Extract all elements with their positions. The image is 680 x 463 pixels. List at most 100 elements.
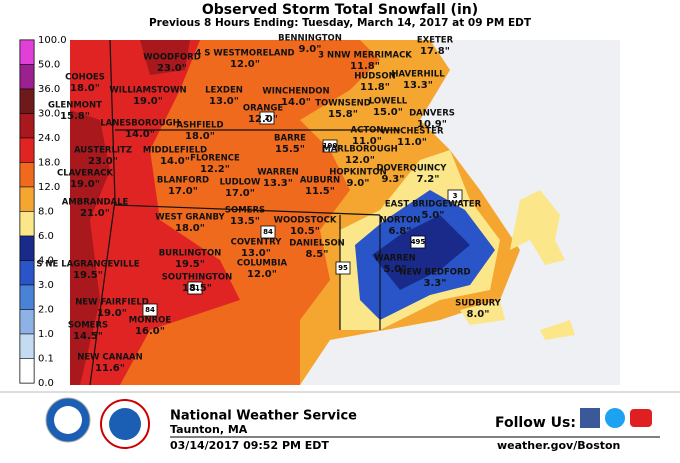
station-value: 14.5" — [73, 331, 103, 342]
lowest-snow-zone — [372, 215, 470, 290]
station-value: 15.8" — [60, 111, 90, 122]
station-name: FLORENCE — [190, 154, 240, 164]
station-name: ACTON — [351, 126, 384, 136]
legend-label: 12.0 — [38, 182, 60, 193]
station-name: MIDDLEFIELD — [143, 146, 207, 156]
legend-label: 2.0 — [38, 305, 54, 316]
station-name: COHOES — [65, 73, 105, 83]
follow-us: Follow Us: — [495, 415, 576, 431]
station-name: NEW FAIRFIELD — [75, 298, 149, 308]
station-name: COVENTRY — [231, 238, 283, 248]
station-value: 11.0" — [352, 136, 382, 147]
legend-label: 4.0 — [38, 256, 54, 267]
station-name: HAVERHILL — [391, 70, 445, 80]
station-value: 9.0" — [299, 44, 322, 55]
route-number: 84 — [145, 306, 155, 314]
station-name: TOWNSEND — [315, 99, 371, 109]
route-number: 3 — [453, 192, 458, 200]
noaa-logo-inner — [54, 406, 82, 434]
station-name: BURLINGTON — [159, 249, 222, 259]
legend-swatch — [19, 284, 35, 310]
station-value: 17.0" — [225, 188, 255, 199]
station-name: S NE LAGRANGEVILLE — [36, 260, 140, 270]
station-value: 3.3" — [424, 278, 447, 289]
extreme-snow-zone — [140, 40, 190, 75]
station-name: ORANGE — [243, 104, 283, 114]
station-name: QUINCY — [410, 164, 448, 174]
station-value: 11.8" — [360, 82, 390, 93]
legend-label: 36.0 — [38, 84, 60, 95]
legend-swatch — [19, 137, 35, 163]
legend-label: 0.0 — [38, 378, 54, 389]
legend-swatch — [19, 358, 35, 384]
station-value: 19.0" — [70, 179, 100, 190]
station-name: WARREN — [257, 168, 299, 178]
station-value: 11.8" — [350, 61, 380, 72]
station-value: 15.5" — [275, 144, 305, 155]
legend-label: 50.0 — [38, 60, 60, 71]
station-name: DANVERS — [409, 109, 455, 119]
station-name: SUDBURY — [455, 299, 502, 309]
station-value: 19.0" — [133, 96, 163, 107]
youtube-icon[interactable] — [630, 409, 652, 427]
legend-label: 8.0 — [38, 207, 54, 218]
facebook-icon[interactable] — [580, 408, 600, 428]
station-value: 15.8" — [328, 109, 358, 120]
station-value: 13.3" — [263, 178, 293, 189]
islands — [460, 300, 505, 325]
station-name: SOMERS — [225, 206, 265, 216]
route-shield — [142, 303, 158, 317]
ocean — [300, 40, 620, 385]
station-value: 18.0" — [185, 131, 215, 142]
legend-swatch — [19, 39, 35, 65]
station-name: 4 S WESTMORELAND — [195, 49, 294, 59]
route-shield — [410, 235, 426, 249]
route-number: 495 — [411, 238, 426, 246]
station-value: 13.0" — [209, 96, 239, 107]
station-value: 21.0" — [80, 208, 110, 219]
station-name: LOWELL — [369, 97, 408, 107]
station-name: MARLBOROUGH — [322, 145, 397, 155]
station-value: 8.0" — [467, 309, 490, 320]
station-value: 19.5" — [175, 259, 205, 270]
station-value: 12.0" — [345, 155, 375, 166]
station-value: 14.0" — [281, 97, 311, 108]
route-shield — [260, 225, 276, 239]
subtitle: Previous 8 Hours Ending: Tuesday, March … — [149, 17, 532, 29]
station-name: SOMERS — [68, 321, 108, 331]
station-name: EAST BRIDGEWATER — [385, 200, 482, 210]
route-number: 190 — [323, 142, 338, 150]
station-name: EXETER — [417, 36, 454, 46]
legend-swatch — [19, 211, 35, 237]
station-value: 12.0" — [248, 114, 278, 125]
station-name: HOPKINTON — [329, 168, 387, 178]
station-value: 8.5" — [306, 249, 329, 260]
station-name: 3 NNW MERRIMACK — [318, 51, 412, 61]
station-name: WEST GRANBY — [155, 213, 225, 223]
route-number: 95 — [338, 264, 348, 272]
station-name: COLUMBIA — [237, 259, 288, 269]
legend-swatch — [19, 113, 35, 139]
extreme-snow-zone — [70, 110, 110, 385]
station-value: 18.0" — [70, 83, 100, 94]
nws-logo-inner — [109, 408, 141, 440]
twitter-icon[interactable] — [605, 408, 625, 428]
legend-label: 3.0 — [38, 280, 54, 291]
website[interactable]: weather.gov/Boston — [497, 439, 620, 452]
station-value: 9.0" — [347, 178, 370, 189]
station-name: LUDLOW — [220, 178, 261, 188]
legend-swatch — [19, 235, 35, 261]
station-value: 6.8" — [389, 226, 412, 237]
route-number: 84 — [263, 228, 273, 236]
route-number: 91 — [190, 284, 200, 292]
islands — [540, 320, 575, 340]
station-name: BARRE — [274, 134, 306, 144]
station-value: 23.0" — [88, 156, 118, 167]
station-name: NORTON — [380, 216, 421, 226]
station-name: WINCHESTER — [380, 127, 444, 137]
station-value: 11.0" — [397, 137, 427, 148]
state-borders — [89, 39, 400, 386]
legend-swatch — [19, 333, 35, 359]
legend-swatch — [19, 186, 35, 212]
